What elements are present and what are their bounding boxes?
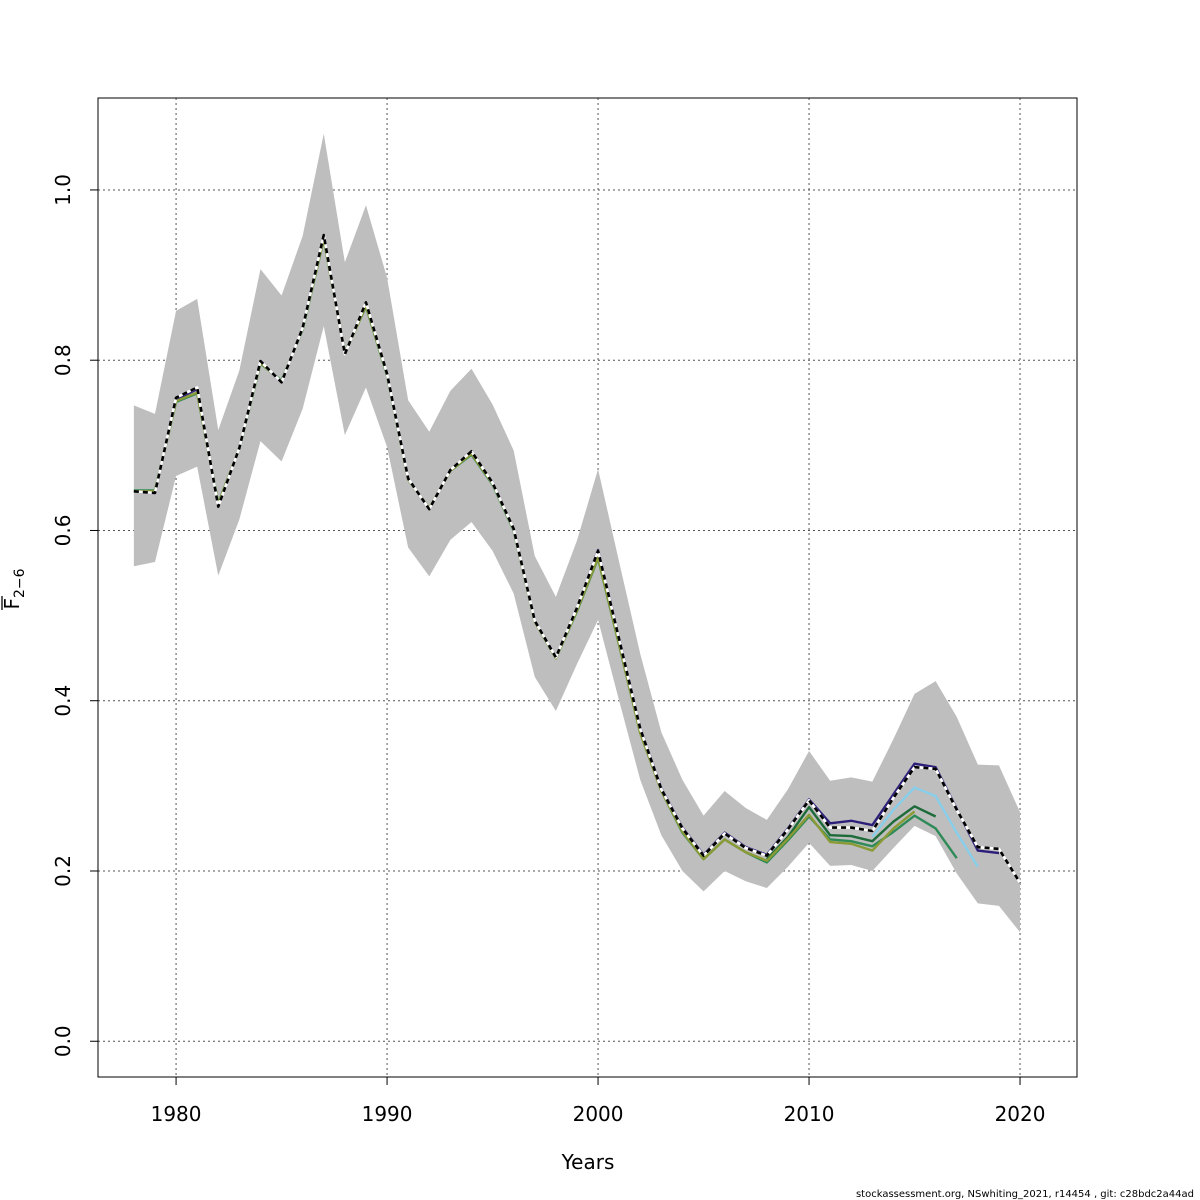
series-lines <box>133 233 1022 884</box>
confidence-band-area <box>133 133 1021 933</box>
x-tick-label-0: 1980 <box>151 1102 202 1126</box>
x-tick-label-2: 2000 <box>573 1102 624 1126</box>
y-tick-label-0: 0.0 <box>51 1025 75 1057</box>
series-line-5 <box>133 233 1022 884</box>
x-tick-label-3: 2010 <box>784 1102 835 1126</box>
x-axis: 1980 1990 2000 2010 2020 <box>151 1076 1046 1126</box>
series-line-1 <box>871 786 979 868</box>
y-axis-title: F2−6 <box>0 568 28 610</box>
y-tick-label-5: 1.0 <box>51 174 75 206</box>
x-tick-label-4: 2020 <box>995 1102 1046 1126</box>
y-axis-title-main: F <box>0 598 24 610</box>
footer-note: stockassessment.org, NSwhiting_2021, r14… <box>856 1189 1194 1200</box>
y-axis-title-subscript: 2−6 <box>12 568 28 598</box>
x-axis-title: Years <box>561 1150 615 1174</box>
y-axis: 0.0 0.2 0.4 0.6 0.8 1.0 <box>51 174 99 1057</box>
confidence-band <box>133 133 1021 933</box>
y-tick-label-3: 0.6 <box>51 515 75 547</box>
y-tick-label-1: 0.2 <box>51 855 75 887</box>
y-tick-label-2: 0.4 <box>51 685 75 717</box>
svg-text:F2−6: F2−6 <box>0 568 28 609</box>
x-tick-label-1: 1990 <box>362 1102 413 1126</box>
series-line-3 <box>765 805 937 860</box>
y-tick-label-4: 0.8 <box>51 344 75 376</box>
